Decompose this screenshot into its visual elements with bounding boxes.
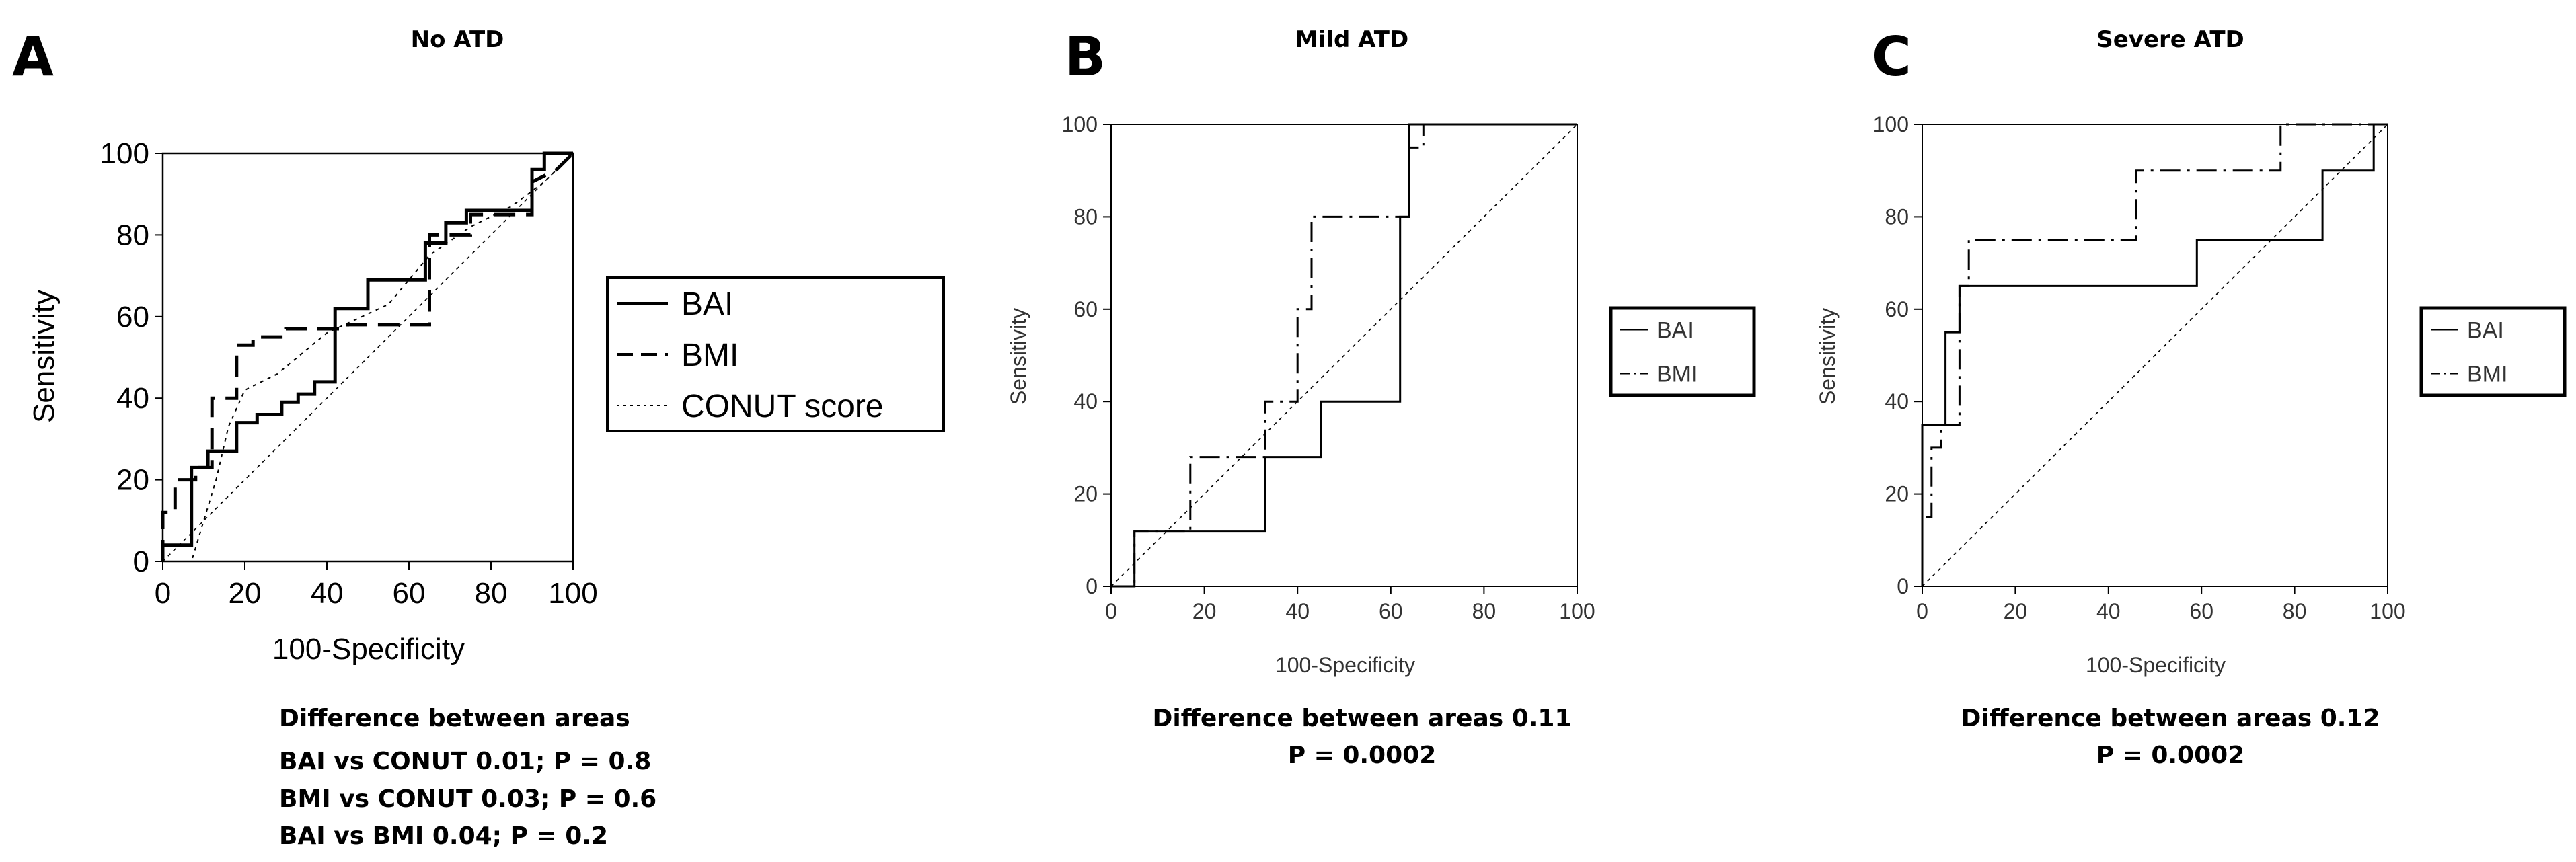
panel-c: C Severe ATD 0 20 40 60 80 100 0 20 40 60 80 100 100… (1815, 26, 2567, 769)
x-tick-label: 40 (1285, 599, 1310, 623)
annotation: Difference between areas (279, 705, 630, 732)
plot-area-b: 0 20 40 60 80 100 0 20 40 60 80 100 100-Specificity S… (1006, 112, 1595, 677)
reference-diagonal (162, 153, 574, 562)
series-line-bmi (1111, 123, 1577, 588)
x-tick-label: 100 (1559, 599, 1595, 623)
x-tick-label: 40 (311, 577, 344, 610)
caption-c: Difference between areas 0.12 P = 0.0002 (1961, 705, 2380, 769)
y-tick-label: 60 (116, 301, 149, 334)
legend-box (1609, 306, 1756, 397)
annotation: BMI vs CONUT 0.03; P = 0.6 (279, 785, 656, 813)
legend-label: BMI (681, 338, 738, 373)
series-line-bai (1921, 123, 2388, 586)
legend-label: BMI (1657, 362, 1697, 387)
y-tick-label: 80 (116, 219, 149, 251)
x-tick-label: 20 (1192, 599, 1217, 623)
y-tick-label: 0 (1897, 574, 1909, 598)
panel-title-c: Severe ATD (2096, 26, 2244, 53)
x-tick-label: 80 (2283, 599, 2307, 623)
y-tick-label: 0 (1086, 574, 1098, 598)
panel-letter-b: B (1065, 26, 1106, 88)
plot-frame (1922, 124, 2388, 587)
x-axis-label: 100-Specificity (2086, 653, 2226, 677)
caption-b: Difference between areas 0.11 P = 0.0002 (1152, 705, 1571, 769)
legend-box (2419, 306, 2567, 397)
y-tick-label: 100 (100, 137, 149, 170)
panel-letter-c: C (1872, 26, 1911, 88)
y-tick-label: 20 (1885, 482, 1909, 506)
y-tick-label: 80 (1885, 204, 1909, 229)
reference-diagonal (1922, 124, 2388, 587)
legend-label: BMI (2467, 362, 2507, 387)
x-tick-label: 40 (2096, 599, 2121, 623)
annotation: Difference between areas 0.12 (1961, 705, 2380, 732)
annotation: BAI vs BMI 0.04; P = 0.2 (279, 822, 608, 850)
panel-b: B Mild ATD 0 20 40 60 80 100 0 20 40 60 80 100 100-S… (1006, 26, 1756, 769)
y-tick-label: 100 (1062, 112, 1098, 136)
y-tick-label: 0 (133, 545, 149, 578)
caption-a: Difference between areas BAI vs CONUT 0.… (279, 705, 656, 850)
series-line-conut-score (163, 153, 574, 562)
plot-area-c: 0 20 40 60 80 100 0 20 40 60 80 100 100-Specificity S… (1815, 112, 2406, 677)
y-axis-label: Sensitivity (1006, 308, 1030, 405)
x-tick-label: 100 (2370, 599, 2405, 623)
annotation: BAI vs CONUT 0.01; P = 0.8 (279, 748, 651, 775)
legend-b: BAI BMI (1609, 306, 1756, 397)
plot-frame (1110, 124, 1578, 587)
x-tick-label: 20 (229, 577, 262, 610)
panel-title-a: No ATD (411, 26, 504, 53)
y-tick-label: 40 (1885, 389, 1909, 414)
y-tick-label: 60 (1073, 297, 1098, 321)
x-tick-label: 80 (1472, 599, 1497, 623)
series-line-bmi (1921, 123, 2388, 586)
legend-label: CONUT score (681, 389, 884, 424)
x-tick-label: 60 (1379, 599, 1403, 623)
y-axis-label: Sensitivity (28, 290, 61, 423)
x-tick-label: 100 (548, 577, 597, 610)
series-line-bai (161, 151, 573, 561)
legend-label: BAI (2467, 318, 2504, 344)
x-axis-label: 100-Specificity (272, 633, 465, 666)
y-tick-label: 60 (1885, 297, 1909, 321)
plot-area-a: 0 20 40 60 80 100 0 20 40 60 80 100 100-Specificity S… (28, 137, 598, 666)
y-tick-label: 100 (1873, 112, 1909, 136)
legend-label: BAI (1657, 318, 1694, 344)
annotation: P = 0.0002 (1288, 742, 1437, 769)
x-tick-label: 60 (2189, 599, 2213, 623)
y-tick-label: 20 (116, 464, 149, 497)
panel-letter-a: A (12, 26, 54, 88)
x-tick-label: 0 (155, 577, 171, 610)
legend-c: BAI BMI (2419, 306, 2567, 397)
series-line-bmi (161, 152, 574, 561)
y-tick-label: 80 (1073, 204, 1098, 229)
legend-a: BAI BMI CONUT score (606, 276, 945, 432)
reference-diagonal (1110, 124, 1578, 587)
y-axis-label: Sensitivity (1815, 308, 1840, 405)
panel-title-b: Mild ATD (1295, 26, 1408, 53)
panel-a: A No ATD 0 20 40 60 80 100 0 20 40 60 80 100 100-Spe… (12, 26, 945, 850)
y-tick-label: 20 (1073, 482, 1098, 506)
y-tick-label: 40 (1073, 389, 1098, 414)
y-tick-label: 40 (116, 382, 149, 415)
x-axis-label: 100-Specificity (1275, 653, 1415, 677)
x-tick-label: 0 (1916, 599, 1928, 623)
x-tick-label: 80 (475, 577, 508, 610)
x-tick-label: 60 (393, 577, 426, 610)
annotation: Difference between areas 0.11 (1152, 705, 1571, 732)
x-tick-label: 0 (1105, 599, 1117, 623)
legend-label: BAI (681, 286, 733, 322)
plot-frame (161, 152, 574, 563)
annotation: P = 0.0002 (2096, 742, 2245, 769)
x-tick-label: 20 (2004, 599, 2028, 623)
